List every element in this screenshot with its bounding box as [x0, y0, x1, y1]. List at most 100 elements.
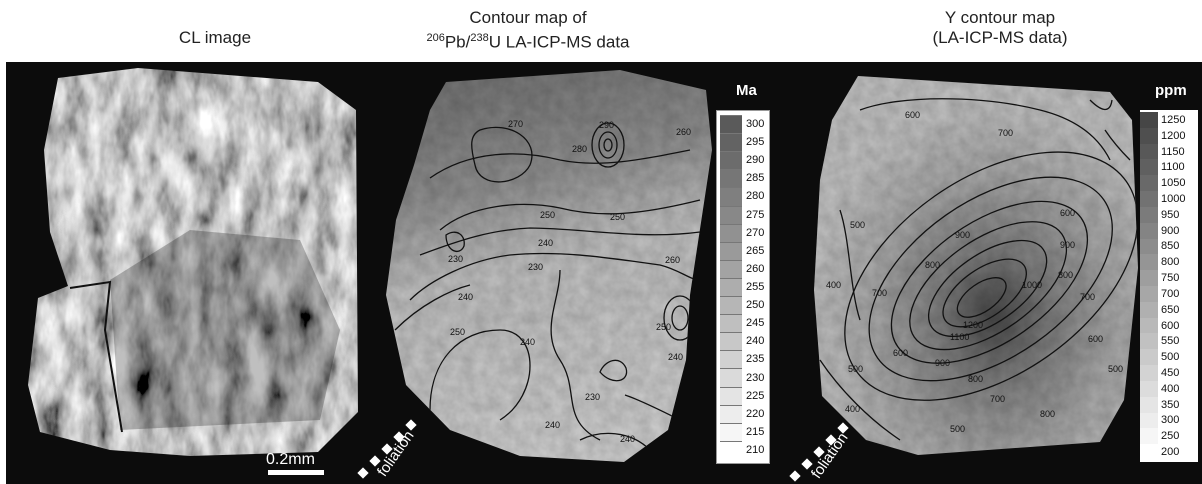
- y-legend-swatch: [1140, 317, 1158, 334]
- y-legend-label: 950: [1161, 208, 1180, 221]
- y-label: 800: [1040, 409, 1055, 419]
- y-legend-swatch: [1140, 444, 1158, 460]
- age-legend-swatch: [720, 404, 742, 423]
- age-legend-label: 220: [746, 407, 765, 420]
- age-map-title: Contour map of 206Pb/238U LA-ICP-MS data: [338, 8, 718, 53]
- y-legend-label: 450: [1161, 367, 1180, 379]
- age-legend-label: 210: [746, 443, 765, 456]
- y-legend-swatch: [1140, 143, 1158, 160]
- age-legend-swatch: [720, 205, 742, 224]
- y-legend-label: 350: [1161, 398, 1180, 411]
- age-legend-label: 225: [746, 389, 765, 402]
- y-legend-swatch: [1140, 301, 1158, 318]
- u-text: U LA-ICP-MS data: [488, 32, 630, 52]
- y-label: 500: [950, 424, 965, 434]
- y-label: 600: [893, 348, 908, 358]
- age-legend-label: 280: [746, 190, 765, 203]
- age-legend-swatch: [720, 332, 742, 351]
- y-legend-label: 400: [1161, 382, 1180, 395]
- age-label: 240: [520, 337, 535, 347]
- y-legend-swatch: [1140, 175, 1158, 192]
- y-contour-labels: 600 700 500 400 700 800 900 1000 1100 12…: [826, 110, 1123, 434]
- y-label: 900: [935, 358, 950, 368]
- y-legend-label: 500: [1161, 351, 1180, 364]
- age-label: 280: [572, 144, 587, 154]
- y-legend-label: 800: [1161, 256, 1180, 269]
- y-legend-swatch: [1140, 238, 1158, 255]
- age-legend-label: 240: [746, 335, 765, 348]
- age-legend-swatch: [720, 296, 742, 315]
- age-legend-label: 255: [746, 281, 765, 293]
- y-legend-swatch: [1140, 254, 1158, 271]
- y-label: 600: [905, 110, 920, 120]
- u-isotope-sup: 238: [470, 32, 489, 44]
- age-legend: 300 295 290 285 280 275 270 265 260 255 250 245 240 2…: [716, 110, 770, 464]
- y-label: 400: [826, 280, 841, 290]
- age-legend-swatch: [720, 115, 742, 134]
- y-label: 500: [848, 364, 863, 374]
- y-label: 1200: [963, 320, 983, 330]
- age-legend-label: 250: [746, 299, 765, 312]
- age-legend-swatch: [720, 386, 742, 405]
- y-legend-label: 200: [1161, 446, 1180, 459]
- age-label: 260: [676, 127, 691, 137]
- age-legend-swatch: [720, 350, 742, 369]
- y-label: 800: [925, 260, 940, 270]
- age-contour-map: 270 280 260 290 250 240 230 240 250 240 …: [386, 70, 712, 462]
- y-title-line1: Y contour map: [944, 8, 1056, 27]
- age-label: 230: [585, 392, 600, 402]
- age-legend-label: 260: [746, 262, 765, 275]
- y-legend-swatch: [1140, 159, 1158, 176]
- cl-image: [28, 68, 358, 456]
- y-label: 600: [1088, 334, 1103, 344]
- age-legend-swatch: [720, 368, 742, 387]
- age-legend-swatch: [720, 422, 742, 441]
- age-title-line2: 206Pb/238U LA-ICP-MS data: [338, 28, 718, 53]
- y-legend-swatch: [1140, 206, 1158, 223]
- foliation-marker-1: [357, 419, 417, 479]
- scale-bar-label: 0.2mm: [266, 451, 315, 468]
- y-legend-label: 300: [1161, 414, 1180, 427]
- y-legend-label: 650: [1161, 303, 1180, 316]
- age-legend-label: 295: [746, 136, 765, 149]
- age-legend-label: 215: [746, 425, 765, 438]
- age-legend-swatch: [720, 169, 742, 188]
- y-label: 800: [1058, 270, 1073, 280]
- y-label: 500: [1108, 364, 1123, 374]
- y-legend-swatch: [1140, 191, 1158, 207]
- age-legend-unit: Ma: [736, 82, 757, 99]
- y-label: 500: [850, 220, 865, 230]
- y-title-line2: (LA-ICP-MS data): [932, 28, 1068, 47]
- y-label: 700: [872, 288, 887, 298]
- age-label: 250: [656, 322, 671, 332]
- y-legend-label: 850: [1161, 240, 1180, 253]
- age-legend-label: 230: [746, 371, 765, 384]
- age-label: 240: [458, 292, 473, 302]
- scale-bar: [268, 470, 324, 475]
- age-contour-labels: 270 280 260 290 250 240 230 240 250 240 …: [448, 119, 691, 444]
- y-legend-swatch: [1140, 127, 1158, 144]
- y-contour-map: 600 700 500 400 700 800 900 1000 1100 12…: [814, 76, 1138, 455]
- y-label: 900: [1060, 240, 1075, 250]
- age-legend-label: 270: [746, 226, 765, 239]
- y-map-title: Y contour map (LA-ICP-MS data): [800, 8, 1200, 48]
- pb-text: Pb/: [444, 32, 471, 52]
- y-legend-label: 1250: [1161, 113, 1186, 126]
- age-label: 230: [528, 262, 543, 272]
- age-legend-swatch: [720, 259, 742, 278]
- age-legend-swatch: [720, 187, 742, 206]
- age-legend-label: 275: [746, 208, 765, 221]
- y-legend-swatch: [1140, 112, 1158, 128]
- y-legend-swatch: [1140, 270, 1158, 286]
- y-legend-swatch: [1140, 286, 1158, 302]
- y-legend-label: 700: [1161, 287, 1180, 300]
- age-label: 250: [610, 212, 625, 222]
- age-legend-label: 285: [746, 172, 765, 185]
- age-label: 240: [620, 434, 635, 444]
- age-legend-swatch: [720, 241, 742, 260]
- y-legend-swatch: [1140, 333, 1158, 350]
- age-legend-swatch: [720, 440, 742, 459]
- age-title-line1: Contour map of: [469, 8, 587, 27]
- age-label: 290: [599, 120, 614, 130]
